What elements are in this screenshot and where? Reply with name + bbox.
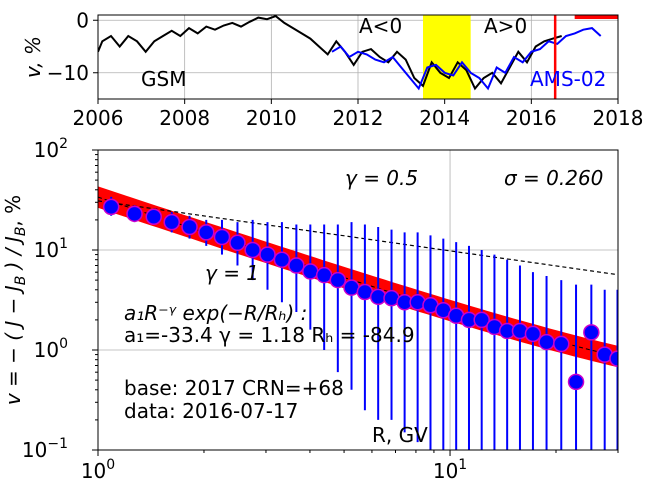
data-date: data: 2016-07-17 [124,399,298,423]
data-point [145,208,162,226]
bottom-x-tick-label: 100 [81,457,115,483]
top-x-tick-label: 2012 [333,106,384,130]
data-point [567,373,585,391]
fit-formula: a₁R⁻ᵞ exp(−R/Rₕ) : [124,301,307,325]
series-line-gsm [98,15,562,91]
top-ticks: 2006 2008 2010 2012 2014 2016 2018 0 −10 [47,8,644,130]
data-point [609,350,618,367]
data-point [538,333,555,351]
shaded-interval [423,15,471,99]
top-y-tick-label: −10 [47,61,89,85]
data-point [302,263,319,280]
bottom-axes-frame [97,149,619,451]
data-point [197,224,215,241]
gamma-one-label: γ = 1 [205,261,259,285]
top-x-tick-label: 2006 [73,106,124,130]
top-x-tick-label: 2018 [593,106,644,130]
ams-label: AMS-02 [530,67,606,91]
top-x-tick-label: 2010 [246,106,297,130]
base-period-bar [574,15,618,19]
top-x-tick-label: 2014 [419,106,470,130]
x-axis-label: R, GV [372,423,428,447]
data-point [259,246,276,263]
bottom-y-tick-label: 100 [34,336,68,362]
data-point [524,325,542,343]
bottom-y-tick-label: 102 [34,136,68,162]
data-point [163,213,181,231]
data-point [126,205,143,223]
top-y-label: v, % [21,36,45,78]
bottom-y-label: v = − ( J − JB ) / JB, % [1,195,29,405]
data-point [273,251,291,268]
data-point [315,266,333,284]
data-point [229,234,246,252]
data-point [553,335,570,353]
top-panel: 2006 2008 2010 2012 2014 2016 2018 0 −10 v, % GS… [21,8,643,130]
top-x-tick-label: 2008 [159,106,210,130]
bottom-y-tick-label: 10−1 [22,436,68,462]
gamma-half-label: γ = 0.5 [345,166,418,190]
sigma-label: σ = 0.260 [504,166,603,190]
bottom-panel: 100 101 10−1 100 101 102 v = − ( J − JB ) / J… [1,136,619,483]
gsm-label: GSM [141,67,186,91]
bottom-x-tick-label: 101 [433,457,467,483]
a-positive-label: A>0 [484,14,527,38]
top-plot-area [98,15,618,99]
fit-parameters: a₁=-33.4 γ = 1.18 Rₕ = -84.9 [124,323,415,347]
data-point [181,218,198,236]
data-point [244,241,261,259]
data-point [473,311,490,329]
base-info: base: 2017 CRN=+68 [124,376,344,400]
data-point [329,271,347,289]
data-point [102,198,120,216]
bottom-y-tick-label: 101 [34,236,68,262]
data-point [583,324,600,341]
data-point [288,257,305,274]
bottom-plot-area [98,186,618,450]
data-point [213,228,231,246]
a-negative-label: A<0 [359,14,402,38]
top-y-tick-label: 0 [76,8,89,32]
reference-line-gamma-half [98,200,618,276]
top-x-tick-label: 2016 [506,106,557,130]
